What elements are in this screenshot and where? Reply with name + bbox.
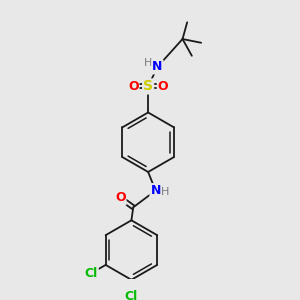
Text: O: O	[158, 80, 168, 93]
Text: S: S	[143, 80, 153, 93]
Text: N: N	[150, 184, 161, 197]
Text: N: N	[152, 60, 163, 74]
Text: O: O	[128, 80, 139, 93]
Text: H: H	[161, 188, 169, 197]
Text: O: O	[115, 191, 126, 205]
Text: H: H	[144, 58, 152, 68]
Text: Cl: Cl	[85, 267, 98, 280]
Text: Cl: Cl	[125, 290, 138, 300]
